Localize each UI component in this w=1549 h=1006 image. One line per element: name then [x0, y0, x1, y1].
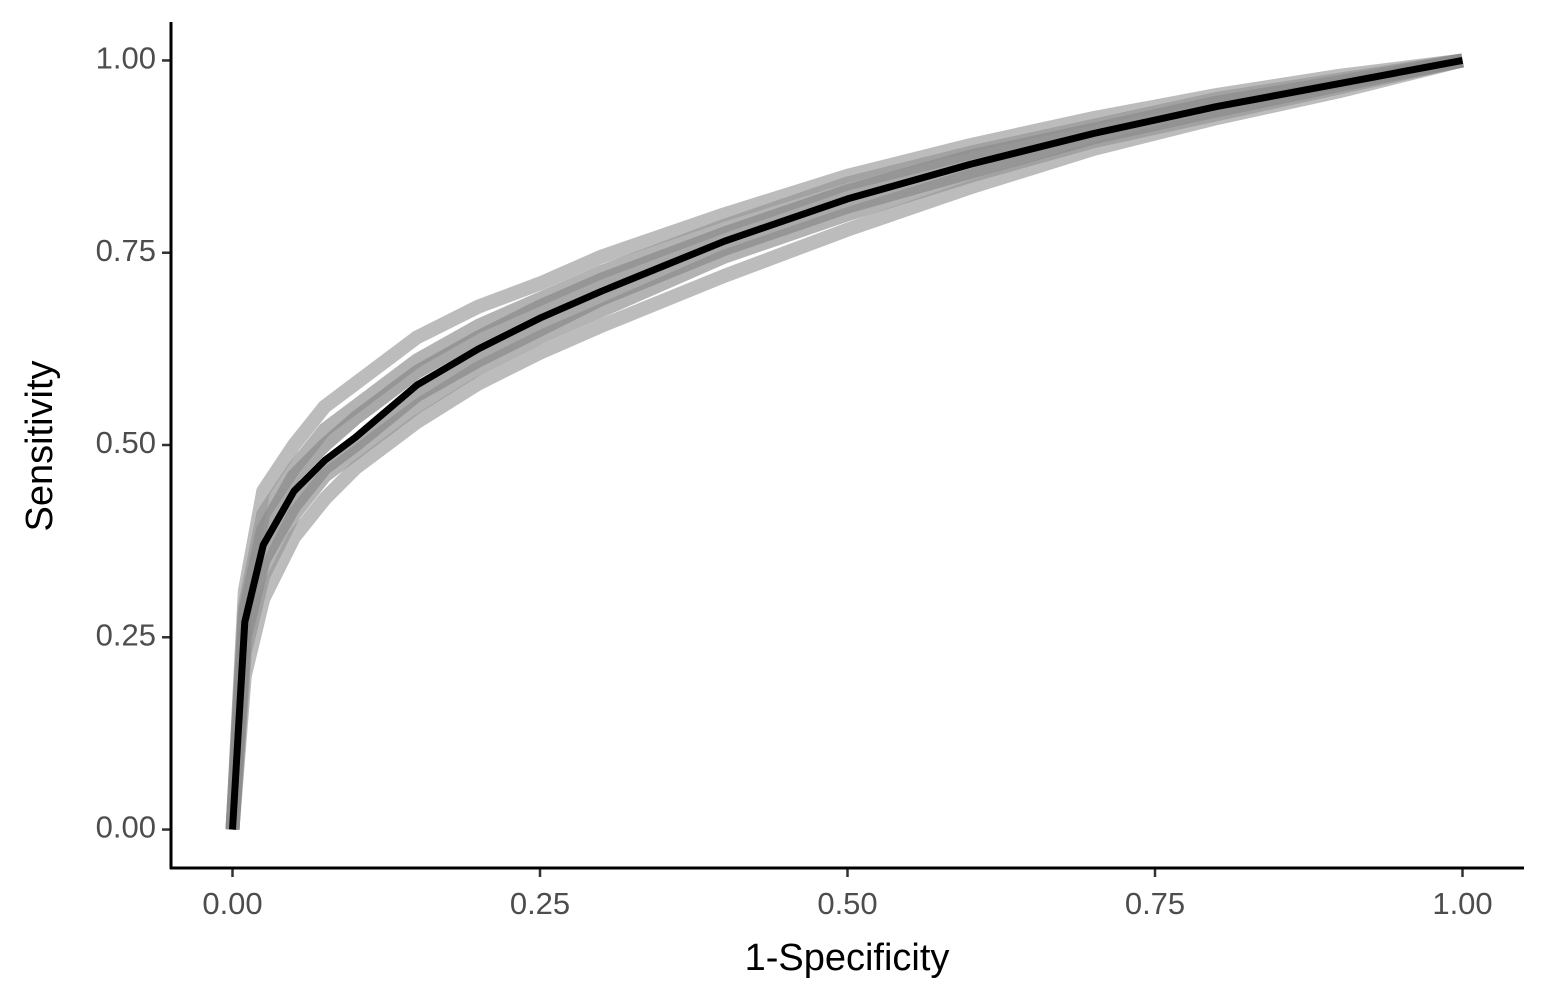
- x-tick-label: 0.50: [817, 886, 877, 921]
- x-axis-title: 1-Specificity: [745, 937, 950, 979]
- x-tick-label: 0.75: [1125, 886, 1185, 921]
- y-tick-label: 0.25: [96, 617, 156, 652]
- y-tick-label: 0.50: [96, 425, 156, 460]
- y-tick-label: 1.00: [96, 41, 156, 76]
- x-tick-label: 1.00: [1432, 886, 1492, 921]
- roc-line: [225, 53, 1464, 830]
- x-tick-label: 0.25: [510, 886, 570, 921]
- roc-line: [225, 53, 1464, 830]
- x-tick-label: 0.00: [202, 886, 262, 921]
- y-axis-title: Sensitivity: [19, 360, 61, 531]
- y-tick-label: 0.00: [96, 810, 156, 845]
- roc-line: [229, 57, 1464, 830]
- roc-line: [225, 53, 1464, 830]
- y-tick-label: 0.75: [96, 233, 156, 268]
